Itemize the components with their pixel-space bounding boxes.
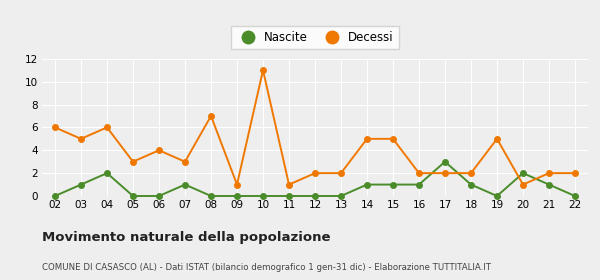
Decessi: [571, 171, 578, 175]
Decessi: [520, 183, 527, 186]
Decessi: [52, 126, 59, 129]
Nascite: [545, 183, 553, 186]
Legend: Nascite, Decessi: Nascite, Decessi: [231, 26, 399, 49]
Nascite: [364, 183, 371, 186]
Decessi: [155, 149, 163, 152]
Decessi: [493, 137, 500, 141]
Decessi: [286, 183, 293, 186]
Text: COMUNE DI CASASCO (AL) - Dati ISTAT (bilancio demografico 1 gen-31 dic) - Elabor: COMUNE DI CASASCO (AL) - Dati ISTAT (bil…: [42, 263, 491, 272]
Decessi: [77, 137, 85, 141]
Decessi: [311, 171, 319, 175]
Decessi: [442, 171, 449, 175]
Decessi: [103, 126, 110, 129]
Line: Decessi: Decessi: [52, 67, 578, 187]
Decessi: [208, 114, 215, 118]
Nascite: [103, 171, 110, 175]
Nascite: [571, 194, 578, 198]
Nascite: [286, 194, 293, 198]
Nascite: [467, 183, 475, 186]
Nascite: [311, 194, 319, 198]
Nascite: [233, 194, 241, 198]
Decessi: [364, 137, 371, 141]
Nascite: [208, 194, 215, 198]
Nascite: [130, 194, 137, 198]
Decessi: [130, 160, 137, 164]
Nascite: [389, 183, 397, 186]
Nascite: [52, 194, 59, 198]
Nascite: [493, 194, 500, 198]
Nascite: [415, 183, 422, 186]
Decessi: [233, 183, 241, 186]
Nascite: [337, 194, 344, 198]
Decessi: [337, 171, 344, 175]
Decessi: [181, 160, 188, 164]
Nascite: [155, 194, 163, 198]
Text: Movimento naturale della popolazione: Movimento naturale della popolazione: [42, 231, 331, 244]
Nascite: [259, 194, 266, 198]
Line: Nascite: Nascite: [52, 159, 578, 199]
Decessi: [389, 137, 397, 141]
Decessi: [415, 171, 422, 175]
Decessi: [259, 69, 266, 72]
Nascite: [77, 183, 85, 186]
Decessi: [467, 171, 475, 175]
Decessi: [545, 171, 553, 175]
Nascite: [181, 183, 188, 186]
Nascite: [442, 160, 449, 164]
Nascite: [520, 171, 527, 175]
